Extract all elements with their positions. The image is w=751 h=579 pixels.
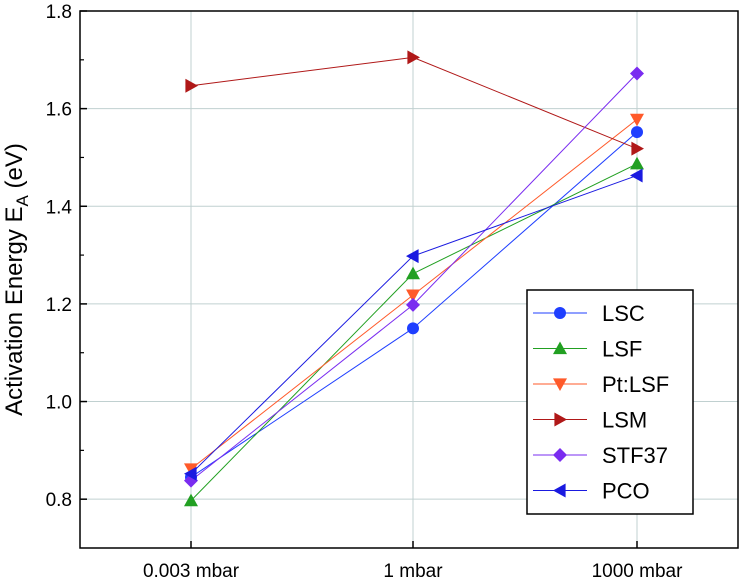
legend-box: [526, 289, 694, 515]
data-point-lsm: [631, 141, 644, 156]
data-point-lsm: [407, 50, 420, 65]
series-markers: [184, 50, 644, 507]
data-point-pco: [184, 466, 197, 481]
x-tick-label: 1000 mbar: [592, 561, 684, 579]
data-point-pt-lsf: [406, 289, 420, 303]
legend-label: LSM: [602, 408, 647, 433]
data-point-lsf: [184, 493, 198, 507]
y-tick-label: 1.4: [46, 197, 73, 218]
data-point-stf37: [406, 297, 420, 312]
y-tick-label: 0.8: [46, 490, 72, 511]
y-tick-label: 1.8: [46, 2, 72, 23]
data-point-lsf: [630, 156, 644, 170]
legend: LSC LSF Pt:LSF LSM STF37 PCO: [526, 289, 694, 515]
y-tick-label: 1.0: [46, 393, 72, 414]
axis-ticks: [80, 10, 638, 548]
data-point-lsf: [406, 266, 420, 280]
data-point-pt-lsf: [184, 463, 198, 476]
series-line-lsm: [190, 56, 638, 150]
y-tick-labels: 0.8 1.0 1.2 1.4 1.6 1.8: [46, 2, 73, 511]
y-axis-title: Activation Energy EA (eV): [1, 143, 32, 416]
data-point-pco: [630, 168, 643, 183]
legend-marker: [554, 307, 566, 319]
plot-frame: [79, 10, 739, 549]
legend-marker: [553, 483, 566, 498]
data-point-pt-lsf: [630, 113, 644, 127]
legend-label: PCO: [602, 479, 650, 504]
data-point-lsm: [185, 78, 198, 93]
y-tick-label: 1.6: [46, 100, 72, 121]
legend-label: LSF: [602, 337, 642, 362]
x-tick-labels: 0.003 mbar 1 mbar 1000 mbar: [143, 561, 683, 579]
data-point-lsc: [631, 126, 643, 139]
legend-label: Pt:LSF: [602, 372, 669, 397]
legend-marker: [554, 412, 567, 427]
data-point-pco: [406, 249, 419, 264]
legend-label: STF37: [602, 443, 668, 468]
x-tick-label: 0.003 mbar: [143, 561, 240, 579]
data-point-stf37: [630, 66, 644, 81]
legend-marker: [553, 378, 567, 391]
legend-marker: [553, 448, 567, 462]
legend-marker: [553, 341, 567, 355]
legend-label: LSC: [602, 301, 645, 326]
y-tick-label: 1.2: [46, 295, 72, 316]
data-point-lsc: [407, 322, 419, 335]
x-tick-label: 1 mbar: [383, 561, 443, 579]
